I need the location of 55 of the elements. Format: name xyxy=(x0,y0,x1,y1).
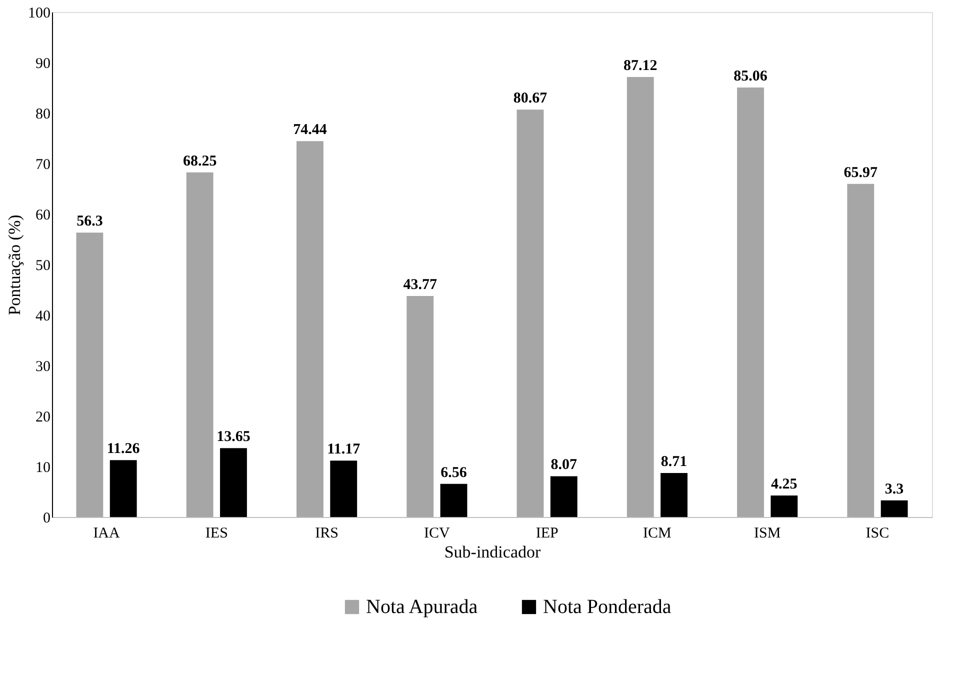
y-tick-label: 10 xyxy=(36,460,50,476)
y-tick-label: 0 xyxy=(43,510,50,526)
data-label: 4.25 xyxy=(771,476,798,493)
y-axis-title: Pontuação (%) xyxy=(5,214,24,316)
bar xyxy=(660,473,688,517)
x-tick-label: IEP xyxy=(536,526,558,542)
bar xyxy=(330,460,358,517)
bar xyxy=(406,296,434,517)
y-tick-label: 40 xyxy=(36,308,50,324)
y-tick-label: 60 xyxy=(36,208,50,224)
data-label: 56.3 xyxy=(76,214,103,230)
bar xyxy=(220,448,247,517)
x-tick-label: ICM xyxy=(643,526,672,542)
data-label: 6.56 xyxy=(440,464,468,481)
bar xyxy=(770,496,798,517)
y-tick-label: 80 xyxy=(36,106,50,122)
bar xyxy=(880,500,908,517)
data-label: 43.77 xyxy=(403,276,438,293)
bar xyxy=(847,184,874,517)
x-tick-label: IRS xyxy=(315,526,338,542)
bar xyxy=(186,172,214,517)
x-axis-title: Sub-indicador xyxy=(444,542,541,562)
legend-label: Nota Apurada xyxy=(366,596,478,618)
x-tick-label: IES xyxy=(205,526,228,542)
y-tick-label: 100 xyxy=(28,6,50,22)
data-label: 8.07 xyxy=(550,457,578,474)
data-label: 85.06 xyxy=(734,68,768,84)
bar xyxy=(516,110,544,517)
data-label: 8.71 xyxy=(660,454,688,470)
legend-label: Nota Ponderada xyxy=(543,596,672,618)
y-tick-label: 90 xyxy=(36,56,50,72)
data-label: 3.3 xyxy=(884,481,904,498)
y-tick-label: 20 xyxy=(36,410,50,426)
data-label: 74.44 xyxy=(293,122,328,138)
bar xyxy=(737,87,764,517)
x-tick-label: ISC xyxy=(866,526,890,542)
bar xyxy=(110,460,137,517)
bar xyxy=(296,141,324,517)
x-tick-label: ISM xyxy=(754,526,781,542)
bar xyxy=(626,77,654,517)
data-label: 11.17 xyxy=(327,442,361,458)
y-tick-label: 50 xyxy=(36,258,50,274)
data-label: 65.97 xyxy=(844,164,878,181)
data-label: 80.67 xyxy=(513,90,548,107)
y-tick-label: 30 xyxy=(36,359,50,375)
data-label: 13.65 xyxy=(216,429,250,446)
data-label: 87.12 xyxy=(624,58,658,74)
x-tick-label: IAA xyxy=(93,526,120,542)
y-tick-label: 70 xyxy=(36,157,50,173)
data-label: 11.26 xyxy=(106,441,140,458)
bar xyxy=(76,232,104,517)
x-tick-label: ICV xyxy=(424,526,450,542)
bar xyxy=(440,484,468,517)
data-label: 68.25 xyxy=(182,153,217,170)
bar xyxy=(550,476,578,517)
